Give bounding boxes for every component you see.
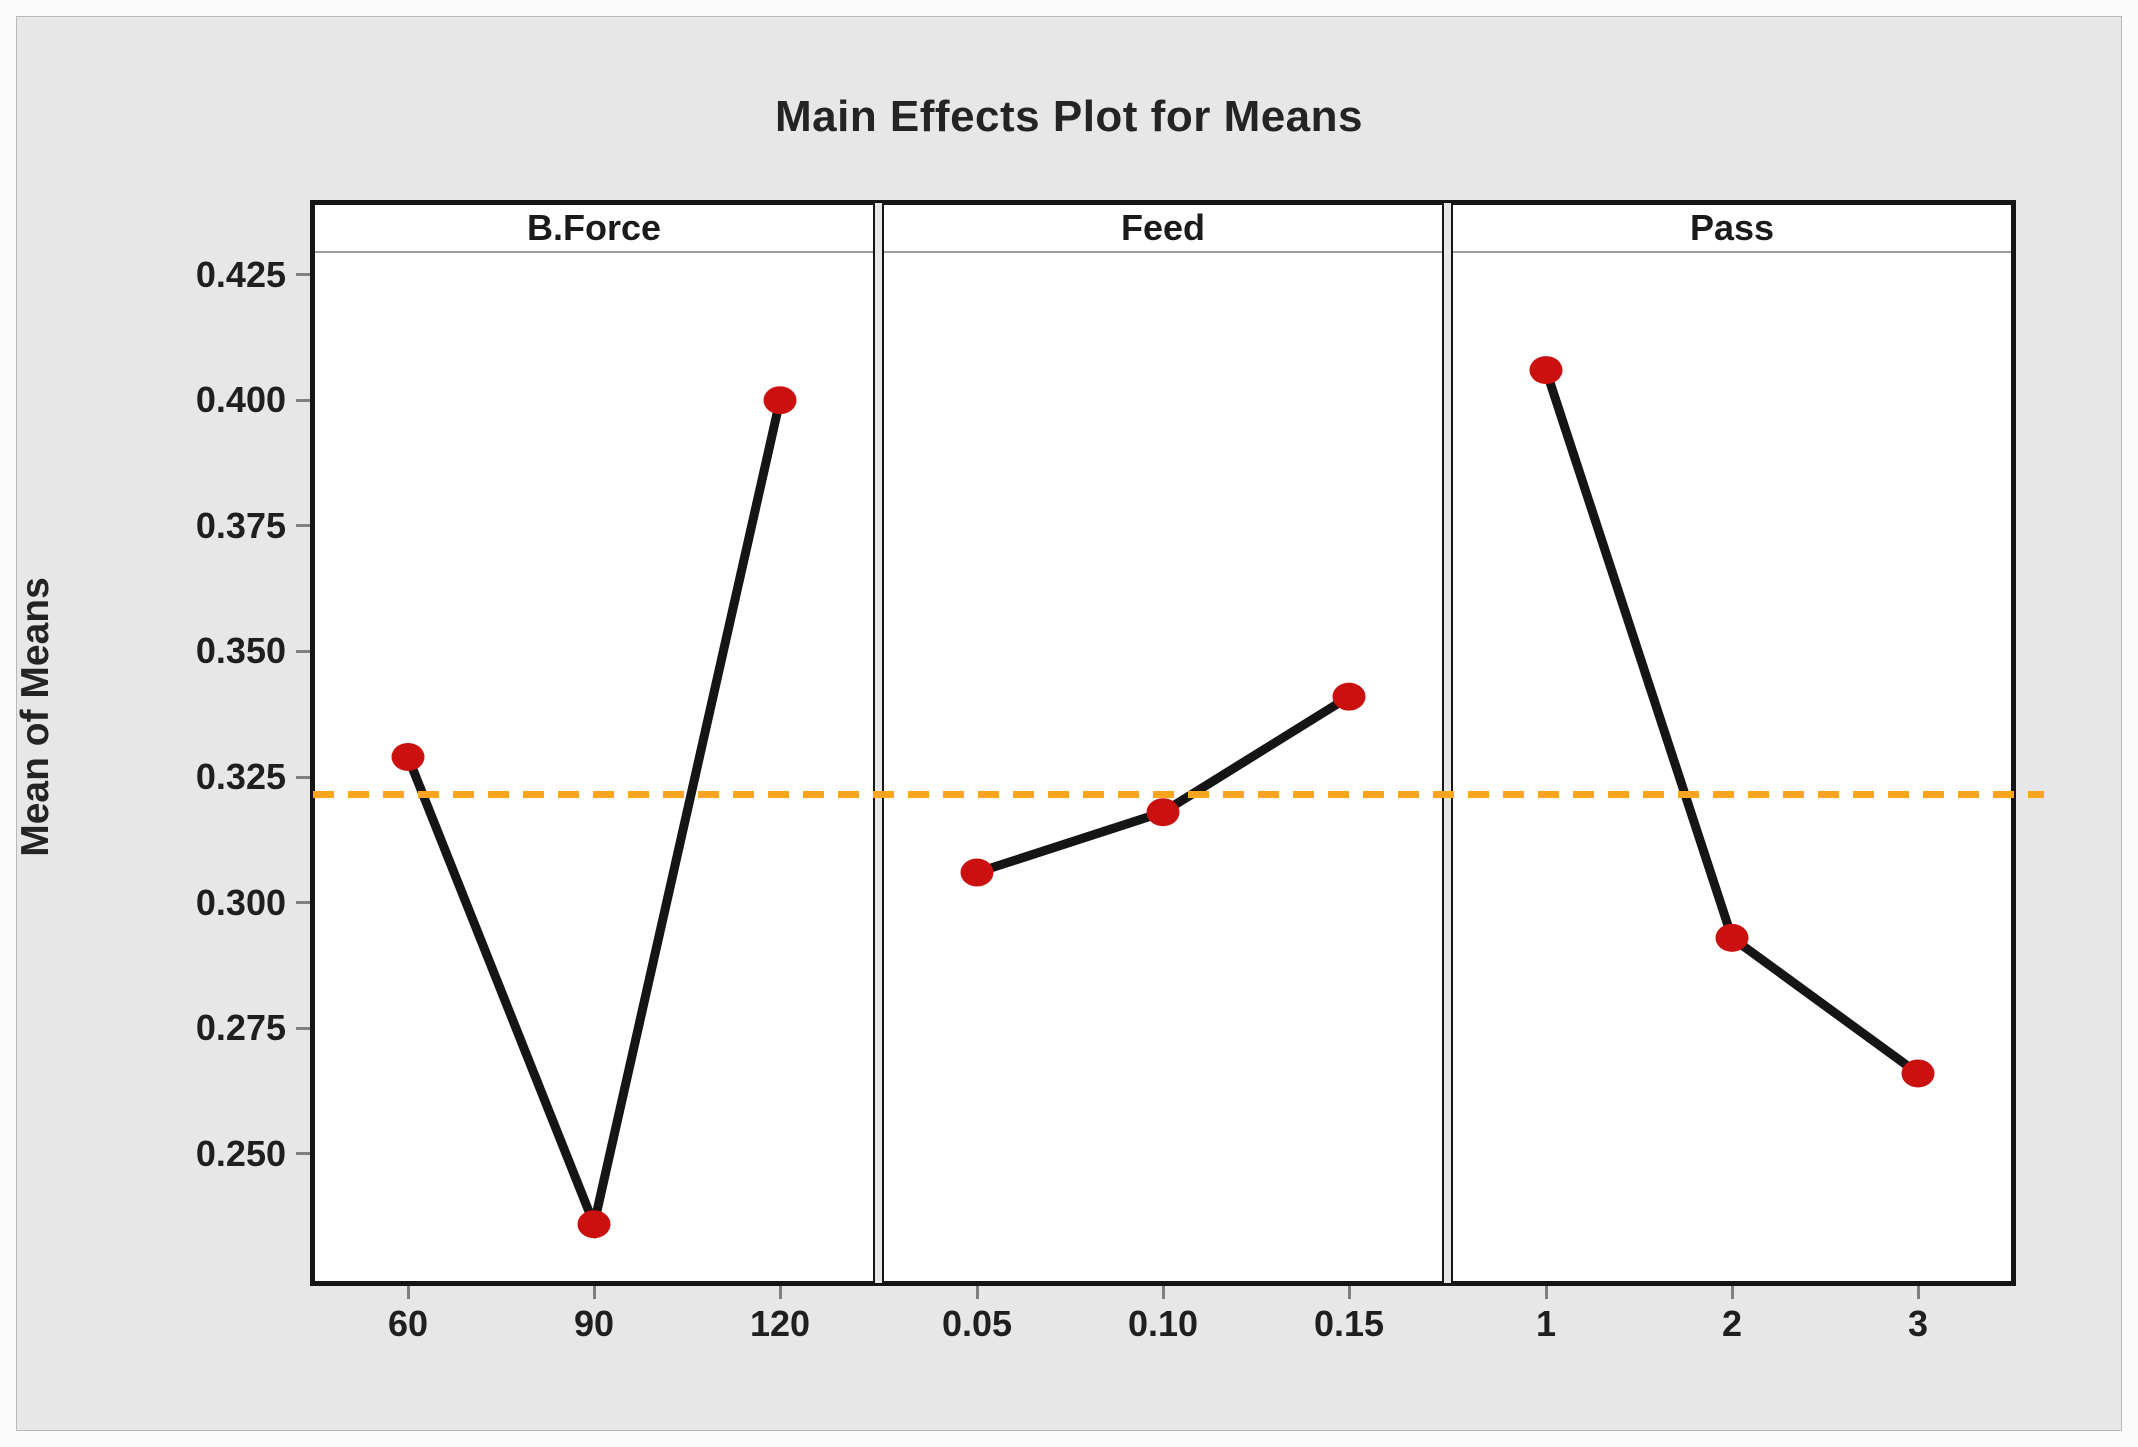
y-tick-mark bbox=[296, 1152, 310, 1156]
y-tick-label: 0.350 bbox=[195, 630, 286, 672]
mean-line bbox=[403, 399, 785, 1240]
mean-point bbox=[1529, 356, 1563, 385]
plot-area-pass bbox=[1453, 253, 2011, 1281]
x-tick-mark bbox=[1347, 1286, 1351, 1299]
panel-feed: Feed bbox=[882, 203, 1444, 1283]
y-tick-mark bbox=[296, 524, 310, 528]
x-tick-mark bbox=[975, 1286, 979, 1299]
series-plot-Feed bbox=[960, 682, 1366, 887]
y-tick-label: 0.375 bbox=[195, 504, 286, 546]
x-tick-label: 120 bbox=[749, 1303, 811, 1344]
mean-point bbox=[763, 386, 797, 415]
y-tick-mark bbox=[296, 775, 310, 779]
y-tick-mark bbox=[296, 398, 310, 402]
y-tick-label: 0.425 bbox=[195, 253, 286, 295]
panel-bforce: B.Force bbox=[313, 203, 875, 1283]
x-tick-mark bbox=[592, 1286, 596, 1299]
panel-header-bforce: B.Force bbox=[315, 205, 873, 253]
panel-header-pass: Pass bbox=[1453, 205, 2011, 253]
x-tick-label: 1 bbox=[1535, 1303, 1557, 1344]
mean-point bbox=[960, 858, 994, 887]
series-plot-B.Force bbox=[391, 386, 797, 1240]
x-tick-mark bbox=[1161, 1286, 1165, 1299]
mean-line bbox=[975, 692, 1352, 877]
y-axis-title: Mean of Means bbox=[14, 577, 57, 857]
panel-header-feed: Feed bbox=[884, 205, 1442, 253]
y-tick-label: 0.275 bbox=[195, 1007, 286, 1049]
mean-point bbox=[1332, 682, 1366, 711]
plot-area-feed bbox=[884, 253, 1442, 1281]
mean-point bbox=[1901, 1059, 1935, 1088]
x-tick-mark bbox=[1916, 1286, 1920, 1299]
y-tick-label: 0.400 bbox=[195, 379, 286, 421]
y-tick-mark bbox=[296, 273, 310, 277]
mean-point bbox=[577, 1210, 611, 1239]
x-tick-label: 0.15 bbox=[1313, 1303, 1385, 1344]
x-tick-mark bbox=[1544, 1286, 1548, 1299]
x-tick-mark bbox=[1730, 1286, 1734, 1299]
x-tick-label: 2 bbox=[1721, 1303, 1743, 1344]
chart-title: Main Effects Plot for Means bbox=[774, 92, 1364, 141]
series-plot-Pass bbox=[1529, 356, 1935, 1088]
y-tick-mark bbox=[296, 1026, 310, 1030]
mean-point bbox=[1146, 798, 1180, 827]
x-tick-mark bbox=[406, 1286, 410, 1299]
x-tick-label: 3 bbox=[1907, 1303, 1929, 1344]
mean-point bbox=[391, 742, 425, 771]
mean-line bbox=[1541, 368, 1921, 1078]
panels-container: B.Force Feed Pass bbox=[310, 200, 2016, 1286]
y-tick-mark bbox=[296, 901, 310, 905]
x-tick-label: 0.10 bbox=[1127, 1303, 1199, 1344]
grand-mean-reference-line bbox=[313, 791, 2044, 799]
panel-pass: Pass bbox=[1451, 203, 2013, 1283]
mean-point bbox=[1715, 923, 1749, 952]
plot-area-bforce bbox=[315, 253, 873, 1281]
x-tick-label: 0.05 bbox=[941, 1303, 1013, 1344]
y-tick-mark bbox=[296, 649, 310, 653]
y-tick-label: 0.300 bbox=[195, 881, 286, 923]
x-tick-mark bbox=[778, 1286, 782, 1299]
y-tick-label: 0.250 bbox=[195, 1132, 286, 1174]
y-tick-label: 0.325 bbox=[195, 756, 286, 798]
x-tick-label: 60 bbox=[387, 1303, 429, 1344]
x-tick-label: 90 bbox=[573, 1303, 615, 1344]
